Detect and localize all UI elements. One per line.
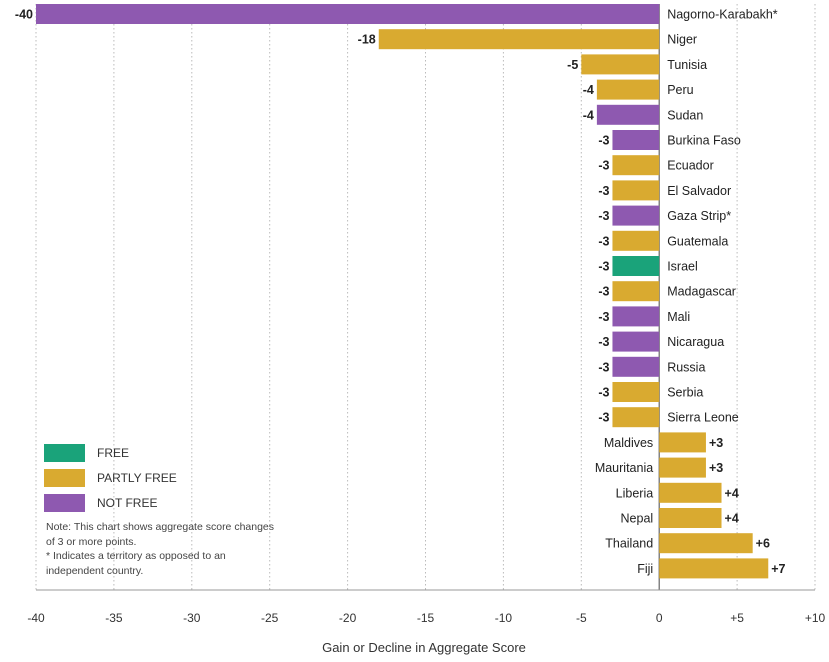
- legend-label-free: FREE: [97, 445, 130, 460]
- bar-value-label: -3: [598, 134, 609, 148]
- x-axis-ticks: -40 -35 -30 -25 -20 -15 -10 -5 0 +5 +10: [27, 611, 825, 625]
- bar-value-label: +4: [725, 486, 739, 500]
- bar-value-label: -3: [598, 411, 609, 425]
- bar: [581, 54, 660, 75]
- legend-label-partly-free: PARTLY FREE: [97, 470, 177, 485]
- bar: [612, 331, 660, 352]
- bar-value-label: -4: [583, 83, 594, 97]
- x-tick-label: -25: [261, 611, 279, 625]
- legend-item-partly-free: PARTLY FREE: [44, 465, 274, 490]
- bar: [612, 205, 660, 226]
- legend-swatch-not-free: [44, 493, 85, 512]
- bar-value-label: +3: [709, 461, 723, 475]
- bar: [596, 104, 660, 125]
- bar-value-label: +6: [756, 537, 770, 551]
- x-tick-label: 0: [656, 611, 663, 625]
- bar: [612, 155, 660, 176]
- category-label: Israel: [667, 260, 698, 274]
- bar-value-label: -3: [598, 360, 609, 374]
- category-label: Peru: [667, 83, 693, 97]
- category-label: Serbia: [667, 386, 703, 400]
- category-label: Liberia: [616, 486, 654, 500]
- bar-value-label: -4: [583, 108, 594, 122]
- category-label: Tunisia: [667, 58, 707, 72]
- bar: [612, 407, 660, 428]
- category-label: Mauritania: [595, 461, 653, 475]
- bar: [596, 79, 660, 100]
- bar-value-label: -3: [598, 260, 609, 274]
- x-tick-label: -5: [576, 611, 587, 625]
- category-label: Thailand: [605, 537, 653, 551]
- bar-value-label: -3: [598, 285, 609, 299]
- bar: [378, 29, 660, 50]
- x-tick-label: +10: [805, 611, 826, 625]
- bars: [36, 4, 769, 579]
- bar-value-label: -3: [598, 209, 609, 223]
- legend-swatch-free: [44, 443, 85, 462]
- legend-item-not-free: NOT FREE: [44, 490, 274, 515]
- bar: [612, 230, 660, 251]
- category-label: Mali: [667, 310, 690, 324]
- bar: [612, 180, 660, 201]
- bar: [36, 4, 660, 24]
- note-line-1: Note: This chart shows aggregate score c…: [46, 521, 275, 548]
- bar: [612, 281, 660, 302]
- x-tick-label: -20: [339, 611, 357, 625]
- category-label: Ecuador: [667, 159, 714, 173]
- bar: [612, 356, 660, 377]
- bar: [612, 256, 660, 276]
- legend-swatch-partly-free: [44, 468, 85, 487]
- note-line-2: * Indicates a territory as opposed to an…: [46, 550, 226, 577]
- category-label: Nepal: [621, 512, 654, 526]
- x-tick-label: -35: [105, 611, 123, 625]
- bar-value-label: -3: [598, 386, 609, 400]
- category-label: Sierra Leone: [667, 411, 739, 425]
- legend-label-not-free: NOT FREE: [97, 495, 158, 510]
- category-label: Sudan: [667, 108, 703, 122]
- bar: [659, 533, 753, 554]
- bar-value-label: -18: [358, 33, 376, 47]
- bar: [659, 482, 722, 503]
- category-label: Madagascar: [667, 285, 736, 299]
- x-tick-label: +5: [730, 611, 744, 625]
- bar-value-label: -5: [567, 58, 578, 72]
- bar: [659, 432, 706, 453]
- category-label: Burkina Faso: [667, 134, 741, 148]
- bar: [659, 508, 722, 528]
- bar: [612, 306, 660, 327]
- bar-labels: -40 Nagorno-Karabakh* -18 Niger -5 Tunisia -4 P…: [15, 8, 786, 576]
- x-tick-label: -10: [495, 611, 513, 625]
- bar-value-label: -3: [598, 234, 609, 248]
- bar-value-label: -3: [598, 310, 609, 324]
- chart-note: Note: This chart shows aggregate score c…: [46, 520, 276, 578]
- bar: [612, 382, 660, 402]
- bar-value-label: +7: [771, 562, 785, 576]
- category-label: Nagorno-Karabakh*: [667, 8, 778, 22]
- x-tick-label: -30: [183, 611, 201, 625]
- bar-value-label: +3: [709, 436, 723, 450]
- category-label: Guatemala: [667, 234, 728, 248]
- legend: FREE PARTLY FREE NOT FREE: [44, 440, 274, 515]
- category-label: Niger: [667, 33, 697, 47]
- bar-value-label: -3: [598, 159, 609, 173]
- bar: [659, 558, 769, 579]
- bar-value-label: -40: [15, 8, 33, 22]
- category-label: Nicaragua: [667, 335, 724, 349]
- category-label: Russia: [667, 360, 705, 374]
- legend-item-free: FREE: [44, 440, 274, 465]
- x-tick-label: -40: [27, 611, 45, 625]
- bar: [659, 457, 706, 478]
- category-label: El Salvador: [667, 184, 731, 198]
- x-axis-label: Gain or Decline in Aggregate Score: [322, 640, 526, 655]
- category-label: Gaza Strip*: [667, 209, 731, 223]
- bar-value-label: +4: [725, 512, 739, 526]
- bar-value-label: -3: [598, 335, 609, 349]
- category-label: Maldives: [604, 436, 653, 450]
- category-label: Fiji: [637, 562, 653, 576]
- bar: [612, 130, 660, 150]
- bar-value-label: -3: [598, 184, 609, 198]
- x-tick-label: -15: [417, 611, 435, 625]
